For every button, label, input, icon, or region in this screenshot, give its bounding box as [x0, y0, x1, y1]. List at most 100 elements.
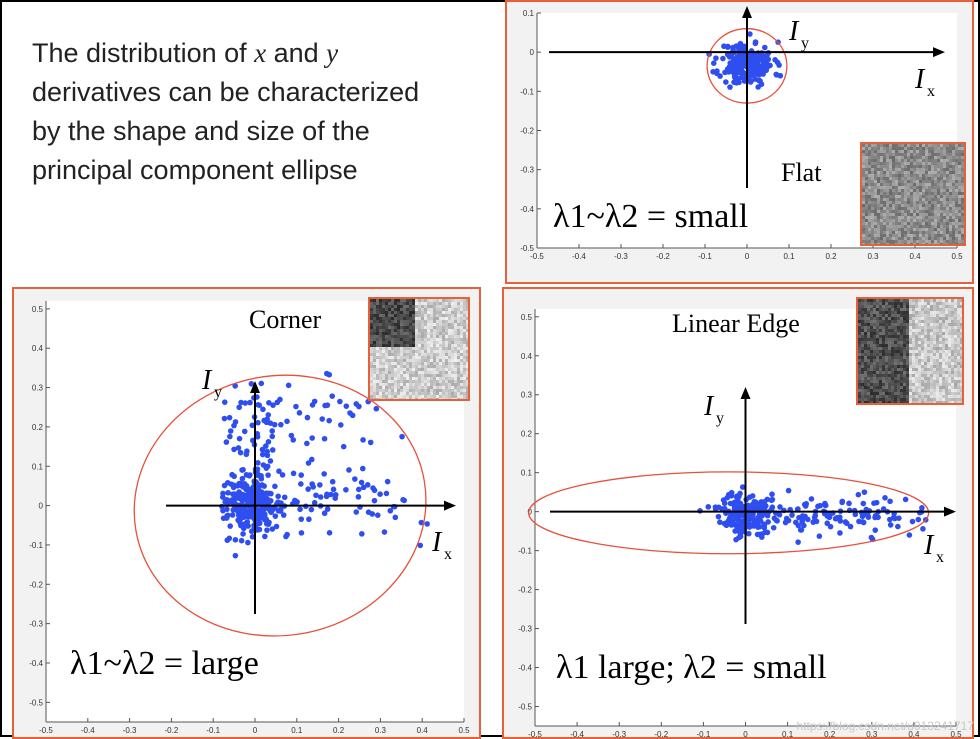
noise-pixel: [454, 362, 457, 365]
noise-pixel: [871, 213, 874, 216]
noise-pixel: [412, 299, 415, 302]
noise-pixel: [897, 389, 900, 392]
noise-pixel: [936, 392, 939, 395]
noise-pixel: [394, 368, 397, 371]
noise-pixel: [864, 374, 867, 377]
noise-pixel: [925, 222, 928, 225]
noise-pixel: [936, 380, 939, 383]
noise-pixel: [394, 341, 397, 344]
noise-pixel: [877, 147, 880, 150]
noise-pixel: [421, 323, 424, 326]
corner-point: [323, 370, 330, 377]
noise-pixel: [939, 401, 942, 403]
noise-pixel: [883, 162, 886, 165]
noise-pixel: [421, 347, 424, 350]
noise-pixel: [424, 395, 427, 398]
noise-pixel: [940, 165, 943, 168]
noise-pixel: [877, 216, 880, 219]
noise-pixel: [874, 183, 877, 186]
noise-pixel: [918, 395, 921, 398]
corner-point: [321, 510, 328, 517]
noise-pixel: [903, 359, 906, 362]
noise-pixel: [943, 237, 946, 240]
noise-pixel: [442, 320, 445, 323]
noise-pixel: [915, 362, 918, 365]
noise-pixel: [954, 347, 957, 350]
noise-pixel: [427, 386, 430, 389]
noise-pixel: [421, 392, 424, 395]
noise-pixel: [918, 365, 921, 368]
noise-pixel: [460, 341, 463, 344]
noise-pixel: [906, 311, 909, 314]
noise-pixel: [928, 156, 931, 159]
noise-pixel: [936, 323, 939, 326]
noise-pixel: [958, 150, 961, 153]
noise-pixel: [931, 147, 934, 150]
noise-pixel: [400, 311, 403, 314]
noise-pixel: [424, 365, 427, 368]
noise-pixel: [382, 350, 385, 353]
edge-point: [896, 515, 902, 521]
corner-point: [309, 435, 315, 441]
noise-pixel: [922, 195, 925, 198]
corner-point: [308, 506, 315, 513]
noise-pixel: [415, 338, 418, 341]
noise-pixel: [391, 335, 394, 338]
noise-pixel: [912, 344, 915, 347]
noise-pixel: [930, 332, 933, 335]
noise-pixel: [391, 398, 394, 399]
noise-pixel: [454, 350, 457, 353]
noise-pixel: [958, 147, 961, 150]
noise-pixel: [921, 356, 924, 359]
noise-pixel: [439, 362, 442, 365]
noise-pixel: [879, 350, 882, 353]
noise-pixel: [439, 314, 442, 317]
noise-pixel: [376, 326, 379, 329]
noise-pixel: [885, 398, 888, 401]
noise-pixel: [870, 344, 873, 347]
noise-pixel: [865, 162, 868, 165]
noise-pixel: [939, 341, 942, 344]
noise-pixel: [945, 323, 948, 326]
noise-pixel: [922, 189, 925, 192]
edge-point: [773, 517, 780, 523]
corner-ytick-label: 0.1: [32, 462, 44, 471]
noise-pixel: [433, 368, 436, 371]
noise-pixel: [940, 192, 943, 195]
noise-pixel: [933, 395, 936, 398]
noise-pixel: [867, 323, 870, 326]
noise-pixel: [939, 395, 942, 398]
noise-pixel: [906, 383, 909, 386]
noise-pixel: [451, 395, 454, 398]
noise-pixel: [940, 189, 943, 192]
noise-pixel: [949, 225, 952, 228]
noise-pixel: [880, 162, 883, 165]
noise-pixel: [442, 308, 445, 311]
noise-pixel: [427, 320, 430, 323]
noise-pixel: [858, 398, 861, 401]
corner-point: [346, 467, 352, 473]
noise-pixel: [403, 362, 406, 365]
noise-pixel: [436, 371, 439, 374]
noise-pixel: [876, 362, 879, 365]
noise-pixel: [951, 371, 954, 374]
noise-pixel: [922, 201, 925, 204]
noise-pixel: [418, 398, 421, 399]
noise-pixel: [391, 389, 394, 392]
noise-pixel: [933, 341, 936, 344]
noise-pixel: [412, 308, 415, 311]
noise-pixel: [943, 156, 946, 159]
corner-xtick-label: -0.2: [165, 726, 179, 735]
noise-pixel: [865, 195, 868, 198]
noise-pixel: [907, 156, 910, 159]
noise-pixel: [883, 192, 886, 195]
noise-pixel: [927, 347, 930, 350]
noise-pixel: [868, 150, 871, 153]
noise-pixel: [892, 165, 895, 168]
noise-pixel: [430, 392, 433, 395]
noise-pixel: [406, 347, 409, 350]
noise-pixel: [943, 228, 946, 231]
noise-pixel: [903, 395, 906, 398]
noise-pixel: [934, 165, 937, 168]
noise-pixel: [445, 380, 448, 383]
